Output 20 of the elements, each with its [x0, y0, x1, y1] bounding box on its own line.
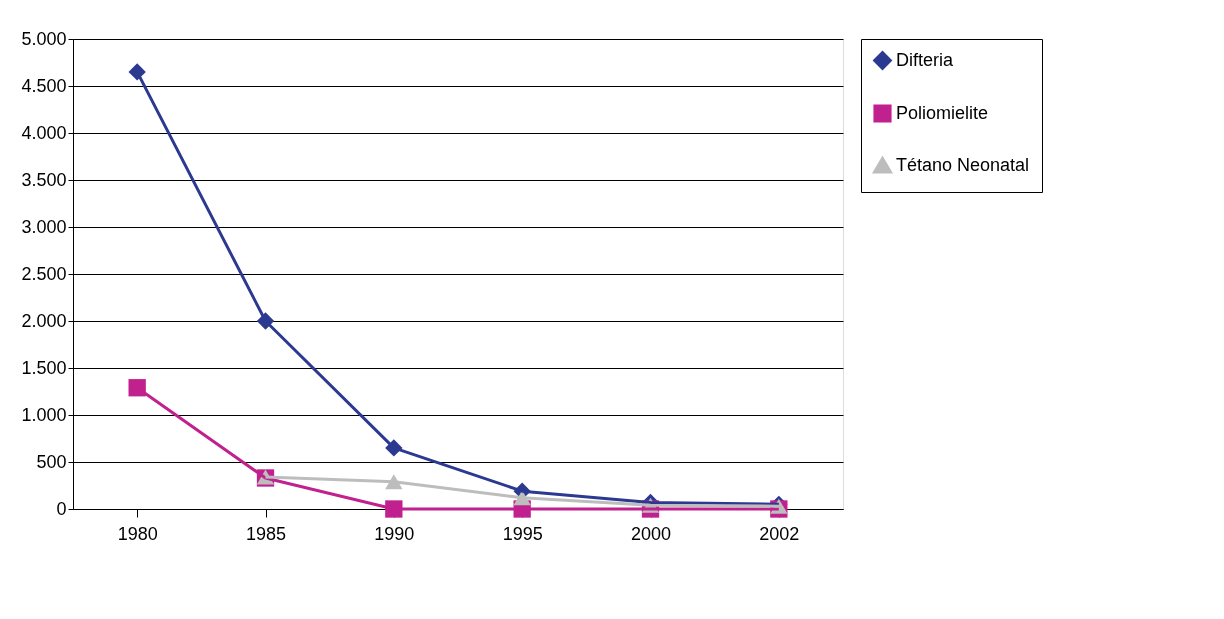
y-tick-label: 1.500: [21, 357, 67, 378]
x-tick-label: 1980: [117, 523, 158, 544]
legend-label: Poliomielite: [896, 102, 989, 123]
x-tick-label: 2000: [630, 523, 672, 544]
y-tick-label: 500: [36, 451, 67, 472]
x-tick-label: 1985: [245, 523, 287, 544]
y-tick-label: 3.000: [21, 216, 67, 237]
y-tick-label: 3.500: [21, 169, 67, 190]
y-tick-label: 1.000: [21, 404, 67, 425]
x-tick-label: 1995: [502, 523, 543, 544]
x-tick-label: 2002: [759, 523, 800, 544]
y-tick-label: 4.500: [21, 75, 67, 96]
y-tick-label: 2.000: [21, 310, 67, 331]
y-tick-label: 0: [56, 498, 67, 519]
legend-label: Tétano Neonatal: [896, 154, 1030, 175]
y-tick-label: 4.000: [21, 122, 67, 143]
legend-label: Difteria: [896, 49, 954, 70]
y-tick-label: 2.500: [21, 263, 67, 284]
y-tick-label: 5.000: [21, 28, 67, 49]
x-tick-label: 1990: [374, 523, 415, 544]
